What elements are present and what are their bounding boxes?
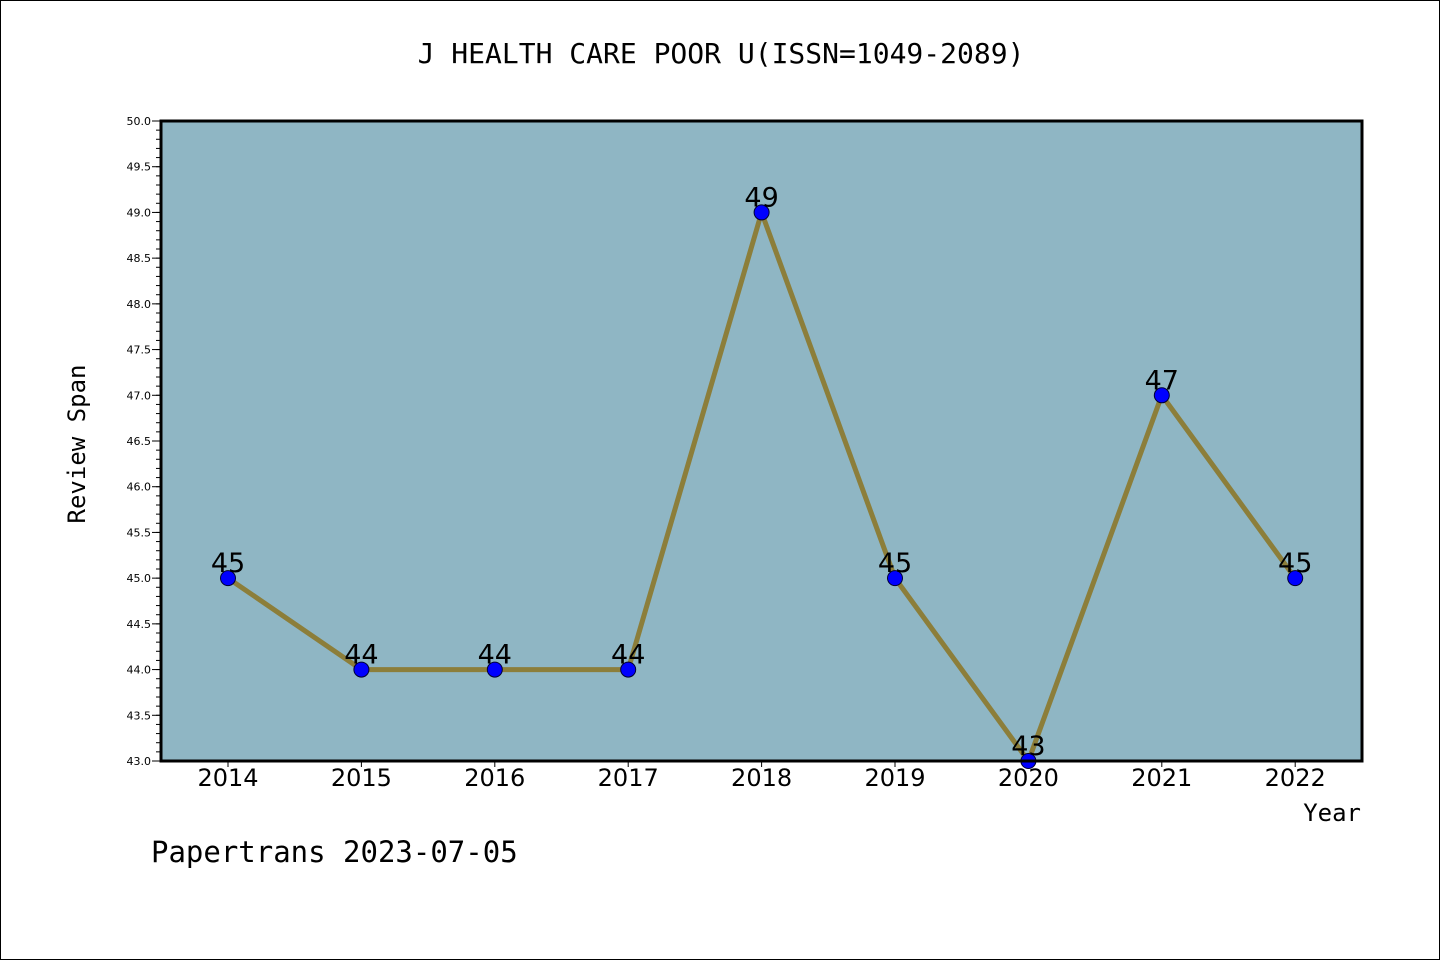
data-label: 45 — [878, 548, 912, 579]
x-tick-label: 2019 — [864, 764, 925, 792]
data-point — [620, 661, 637, 678]
y-tick-label: 43.0 — [127, 755, 152, 768]
plot-border — [159, 119, 1364, 763]
data-point — [887, 570, 903, 587]
x-tick-label: 2014 — [197, 764, 258, 792]
y-tick-label: 43.5 — [127, 709, 152, 722]
data-label: 44 — [611, 640, 645, 671]
y-tick-label: 48.0 — [127, 298, 152, 311]
data-point — [1287, 570, 1304, 587]
x-tick-label: 2016 — [464, 764, 525, 792]
x-tick-label: 2015 — [331, 764, 392, 792]
y-axis-label: Review Span — [63, 365, 91, 524]
data-point — [486, 661, 503, 678]
y-tick-label: 47.0 — [127, 389, 152, 402]
data-label: 45 — [1278, 548, 1312, 579]
y-tick-label: 46.0 — [127, 481, 152, 494]
y-tick-label: 45.5 — [127, 526, 152, 539]
y-tick-label: 46.5 — [127, 435, 152, 448]
y-tick-label: 45.0 — [127, 572, 152, 585]
chart-title: J HEALTH CARE POOR U(ISSN=1049-2089) — [417, 37, 1025, 70]
y-axis-ticks: 43.0 43.5 44.0 44.5 45.0 45.5 46.0 46.5 47.0 47.5… — [127, 115, 161, 768]
x-tick-label: 2018 — [731, 764, 792, 792]
data-point — [1153, 387, 1170, 404]
x-tick-label: 2021 — [1131, 764, 1192, 792]
y-tick-label: 44.0 — [127, 664, 152, 677]
data-point — [753, 204, 770, 221]
x-axis-ticks: 2014 2015 2016 2017 2018 2019 2020 2021 2022 — [197, 761, 1326, 792]
data-point — [353, 661, 370, 678]
y-tick-label: 49.5 — [127, 161, 152, 174]
data-labels: 45 44 44 44 49 45 43 47 45 — [211, 182, 1313, 762]
x-tick-label: 2022 — [1265, 764, 1326, 792]
y-tick-label: 44.5 — [127, 618, 152, 631]
data-point — [220, 570, 236, 587]
y-tick-label: 50.0 — [127, 115, 152, 128]
data-label: 47 — [1145, 365, 1179, 396]
y-tick-label: 48.5 — [127, 252, 152, 265]
data-label: 45 — [211, 548, 245, 579]
data-label: 43 — [1011, 731, 1045, 762]
data-label: 44 — [344, 640, 378, 671]
y-tick-label: 49.0 — [127, 206, 152, 219]
plot-area — [161, 121, 1362, 761]
x-tick-label: 2017 — [598, 764, 659, 792]
footer-note: Papertrans 2023-07-05 — [151, 835, 518, 869]
data-label: 44 — [478, 640, 512, 671]
data-label: 49 — [744, 182, 778, 213]
x-axis-label: Year — [1303, 799, 1361, 827]
y-tick-label: 47.5 — [127, 344, 152, 357]
